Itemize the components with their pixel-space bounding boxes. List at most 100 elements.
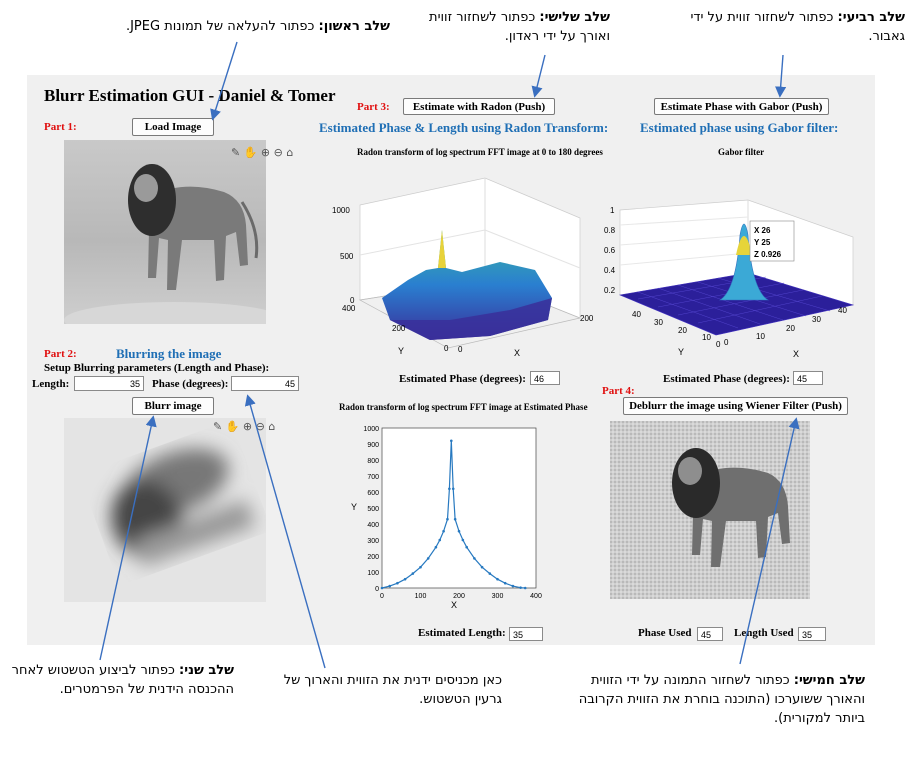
gabor-y-tick: 10 xyxy=(702,333,711,342)
annotation-step5: שלב חמישי: כפתור לשחזור התמונה על ידי הז… xyxy=(578,673,865,726)
gabor-z-tick: 0.8 xyxy=(604,226,616,235)
phase-used-field[interactable]: 45 xyxy=(697,627,723,641)
radon2d-title: Radon transform of log spectrum FFT imag… xyxy=(339,402,588,412)
radon-y-tick: 300 xyxy=(367,538,379,545)
radon-data-point xyxy=(465,545,468,549)
radon-data-point xyxy=(442,529,445,533)
radon-x-tick: 400 xyxy=(530,593,542,600)
radon-data-point xyxy=(496,577,499,581)
datatip-y: Y 25 xyxy=(754,238,771,247)
figure-toolbar-2[interactable]: ✎ ✋ ⊕ ⊖ ⌂ xyxy=(213,420,276,433)
radon-data-point xyxy=(461,538,465,542)
part2-label: Part 2: xyxy=(44,348,77,360)
arrow-step3 xyxy=(531,54,546,98)
radon-data-point xyxy=(488,572,492,575)
annotation-step4: שלב רביעי: כפתור לשחזור זווית על ידי גאב… xyxy=(690,10,905,44)
radon3d-x-tick: 0 xyxy=(458,345,463,354)
annotation-step2: שלב שני: כפתור לביצוע הטשטוש לאחר ההכנסה… xyxy=(11,663,234,697)
arrow-step2 xyxy=(99,415,157,661)
radon-y-tick: 0 xyxy=(375,586,379,593)
est-length-field[interactable]: 35 xyxy=(509,627,543,641)
annotation-manual-input: כאן מכניסים ידנית את הזווית והארוך של גר… xyxy=(283,673,502,707)
estimate-radon-button[interactable]: Estimate with Radon (Push) xyxy=(403,98,555,115)
annotation-step3: שלב שלישי: כפתור לשחזור זווית ואורך על י… xyxy=(429,10,610,44)
gabor-z-tick: 0.6 xyxy=(604,246,616,255)
deblurred-image xyxy=(610,421,810,599)
radon-data-point xyxy=(426,557,430,560)
gabor-x-label: X xyxy=(793,349,799,359)
radon-data-point xyxy=(480,565,484,569)
radon-y-tick: 800 xyxy=(367,458,379,465)
radon-x-tick: 100 xyxy=(415,593,427,600)
gabor-3d-plot: X 26 Y 25 Z 0.926 1 0.8 0.6 0.4 0.2 40 3… xyxy=(604,199,855,359)
arrow-manual-input xyxy=(244,394,326,669)
phase-input[interactable]: 45 xyxy=(231,376,299,391)
radon-data-point xyxy=(511,584,515,588)
radon-y-tick: 400 xyxy=(367,522,379,529)
gabor-y-tick: 0 xyxy=(716,340,721,349)
radon-data-point xyxy=(523,586,527,590)
gabor-est-phase-field[interactable]: 45 xyxy=(793,371,823,385)
radon-y-tick: 100 xyxy=(367,570,379,577)
radon-data-point xyxy=(453,517,457,521)
radon3d-title: Radon transform of log spectrum FFT imag… xyxy=(357,147,603,157)
radon-data-point xyxy=(451,487,455,491)
blurr-image-button[interactable]: Blurr image xyxy=(132,397,214,415)
gabor-z-tick: 1 xyxy=(610,206,615,215)
radon-data-point xyxy=(446,517,449,521)
gabor-title: Gabor filter xyxy=(718,147,765,157)
gabor-x-tick: 20 xyxy=(786,324,795,333)
radon-line-chart: 0 100 200 300 400 0 100 200 300 400 500 600 700 800 90… xyxy=(351,426,542,610)
radon-data-point xyxy=(419,565,422,569)
arrow-step1 xyxy=(210,41,238,121)
datatip-z: Z 0.926 xyxy=(754,250,782,259)
phase-used-label: Phase Used xyxy=(638,627,692,639)
radon-series-line xyxy=(381,440,526,589)
radon-y-tick: 200 xyxy=(367,554,379,561)
gabor-y-tick: 20 xyxy=(678,326,687,335)
radon-data-point xyxy=(473,557,476,560)
radon-y-tick: 900 xyxy=(367,442,379,449)
radon-y-tick: 600 xyxy=(367,490,379,497)
radon-data-point xyxy=(388,584,391,588)
part4-label: Part 4: xyxy=(602,385,635,397)
length-input[interactable]: 35 xyxy=(74,376,144,391)
radon-data-point xyxy=(434,545,438,549)
gabor-est-phase-label: Estimated Phase (degrees): xyxy=(663,373,790,385)
length-used-field[interactable]: 35 xyxy=(798,627,826,641)
part3-label: Part 3: xyxy=(357,101,390,113)
estimate-gabor-button[interactable]: Estimate Phase with Gabor (Push) xyxy=(654,98,829,115)
part1-label: Part 1: xyxy=(44,121,77,133)
gabor-x-tick: 40 xyxy=(838,306,847,315)
radon3d-z-tick: 1000 xyxy=(332,206,350,215)
radon3d-z-tick: 0 xyxy=(350,296,355,305)
radon-est-phase-label: Estimated Phase (degrees): xyxy=(399,373,526,385)
gabor-y-tick: 40 xyxy=(632,310,641,319)
radon-data-point xyxy=(396,581,399,585)
radon-est-phase-field[interactable]: 46 xyxy=(530,371,560,385)
datatip-x: X 26 xyxy=(754,226,771,235)
load-image-button[interactable]: Load Image xyxy=(132,118,214,136)
arrow-step5 xyxy=(739,417,800,665)
arrow-step4 xyxy=(775,54,787,98)
original-image xyxy=(64,140,266,324)
radon-data-point xyxy=(457,529,461,533)
radon-x-tick: 200 xyxy=(453,593,465,600)
radon3d-y-tick: 200 xyxy=(392,324,406,333)
deblurr-wiener-button[interactable]: Deblurr the image using Wiener Filter (P… xyxy=(623,397,848,415)
length-label: Length: xyxy=(32,378,70,390)
radon-3d-plot: 1000 500 0 400 200 0 0 200 Y X xyxy=(332,177,594,358)
gabor-heading: Estimated phase using Gabor filter: xyxy=(640,120,839,135)
radon-x-tick: 300 xyxy=(492,593,504,600)
annotation-step1: שלב ראשון: כפתור להעלאה של תמונות JPEG. xyxy=(125,19,390,34)
radon-y-tick: 1000 xyxy=(363,426,379,433)
radon3d-y-tick: 0 xyxy=(444,344,449,353)
figure-toolbar[interactable]: ✎ ✋ ⊕ ⊖ ⌂ xyxy=(231,146,294,159)
radon-y-tick: 700 xyxy=(367,474,379,481)
gabor-y-tick: 30 xyxy=(654,318,663,327)
blurred-image xyxy=(64,418,266,602)
radon-data-point xyxy=(448,487,451,491)
radon3d-y-tick: 400 xyxy=(342,304,356,313)
radon-data-point xyxy=(503,581,507,585)
radon-data-point xyxy=(450,439,453,443)
